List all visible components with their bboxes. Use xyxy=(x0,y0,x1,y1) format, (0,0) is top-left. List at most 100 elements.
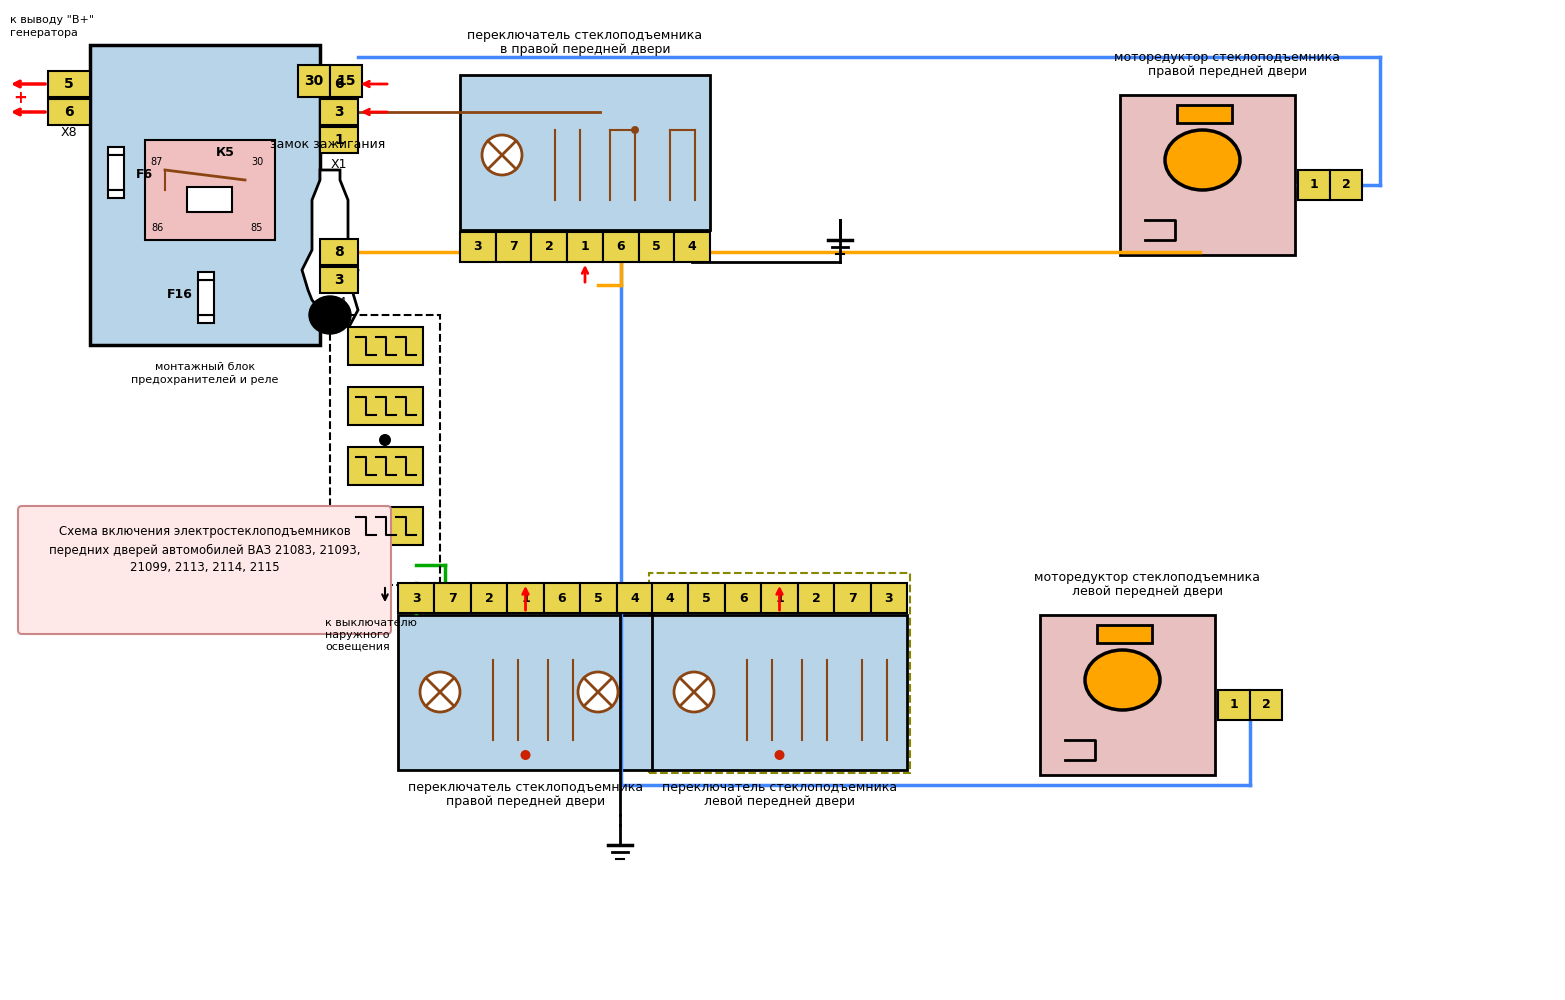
Circle shape xyxy=(379,434,391,446)
Text: X4: X4 xyxy=(330,296,347,310)
Bar xyxy=(798,583,834,613)
Text: к выключателю: к выключателю xyxy=(326,618,416,628)
Text: 2: 2 xyxy=(812,591,820,604)
Bar xyxy=(398,615,653,770)
Bar xyxy=(689,583,725,613)
Text: 6: 6 xyxy=(64,105,74,119)
Text: 3: 3 xyxy=(884,591,894,604)
Text: 5: 5 xyxy=(653,240,660,253)
Bar xyxy=(675,232,711,262)
Circle shape xyxy=(482,135,523,175)
Bar xyxy=(834,583,870,613)
Bar xyxy=(603,232,639,262)
Bar xyxy=(199,272,214,280)
Bar xyxy=(639,232,675,262)
Text: +: + xyxy=(13,89,27,107)
Bar xyxy=(330,65,362,97)
Text: передних дверей автомобилей ВАЗ 21083, 21093,: передних дверей автомобилей ВАЗ 21083, 2… xyxy=(49,543,360,557)
Text: 15: 15 xyxy=(336,74,355,88)
Bar xyxy=(297,65,330,97)
Text: 86: 86 xyxy=(150,223,163,233)
Circle shape xyxy=(521,750,531,760)
Bar xyxy=(319,267,358,293)
Text: X1: X1 xyxy=(330,158,347,172)
Text: наружного: наружного xyxy=(326,630,390,640)
Bar xyxy=(870,583,908,613)
Text: 2: 2 xyxy=(545,240,554,253)
Text: левой передней двери: левой передней двери xyxy=(704,796,854,808)
Text: F6: F6 xyxy=(136,168,153,182)
Bar xyxy=(653,615,908,770)
Bar xyxy=(199,315,214,323)
Text: 8: 8 xyxy=(333,245,344,259)
Ellipse shape xyxy=(1085,650,1160,710)
Text: 6: 6 xyxy=(335,77,344,91)
Bar xyxy=(649,573,909,773)
Text: моторедуктор стеклоподъемника: моторедуктор стеклоподъемника xyxy=(1114,50,1341,64)
Bar xyxy=(581,583,617,613)
Text: 5: 5 xyxy=(64,77,74,91)
Text: 1: 1 xyxy=(581,240,590,253)
Bar xyxy=(91,45,319,345)
Text: 87: 87 xyxy=(150,157,163,167)
Bar xyxy=(435,583,471,613)
Text: 4: 4 xyxy=(665,591,675,604)
Text: 3: 3 xyxy=(335,273,344,287)
Text: освещения: освещения xyxy=(326,642,390,652)
Text: 30: 30 xyxy=(304,74,324,88)
Bar xyxy=(1218,690,1250,720)
Bar xyxy=(108,147,124,155)
Bar xyxy=(108,190,124,198)
Text: 1: 1 xyxy=(521,591,531,604)
Text: в правой передней двери: в правой передней двери xyxy=(499,43,670,56)
Bar xyxy=(330,315,440,585)
Text: 7: 7 xyxy=(509,240,518,253)
Text: 85: 85 xyxy=(250,223,263,233)
Bar xyxy=(49,71,91,97)
Text: генератора: генератора xyxy=(9,28,78,38)
Bar xyxy=(199,280,214,315)
Text: 30: 30 xyxy=(250,157,263,167)
Text: F16: F16 xyxy=(167,288,192,302)
Bar xyxy=(319,99,358,125)
Bar xyxy=(1250,690,1282,720)
Text: переключатель стеклоподъемника: переключатель стеклоподъемника xyxy=(662,782,897,794)
Text: переключатель стеклоподъемника: переключатель стеклоподъемника xyxy=(408,782,643,794)
Bar xyxy=(1121,95,1294,255)
Text: 7: 7 xyxy=(848,591,856,604)
Text: 6: 6 xyxy=(557,591,567,604)
Text: 6: 6 xyxy=(617,240,624,253)
Text: 1: 1 xyxy=(775,591,784,604)
Bar xyxy=(49,99,91,125)
Text: 1: 1 xyxy=(1310,178,1318,192)
Text: 4: 4 xyxy=(631,591,639,604)
Text: замок зажигания: замок зажигания xyxy=(271,138,385,151)
Text: Схема включения электростеклоподъемников: Схема включения электростеклоподъемников xyxy=(58,526,351,538)
Text: 1: 1 xyxy=(1230,698,1238,712)
Bar xyxy=(319,239,358,265)
Bar xyxy=(347,507,423,545)
Bar xyxy=(496,232,532,262)
Text: 3: 3 xyxy=(335,105,344,119)
Bar xyxy=(1330,170,1362,200)
Bar xyxy=(653,583,689,613)
Bar xyxy=(347,387,423,425)
Bar xyxy=(532,232,567,262)
Bar xyxy=(1097,625,1152,643)
Bar xyxy=(460,75,711,230)
Bar xyxy=(347,447,423,485)
Text: предохранителей и реле: предохранителей и реле xyxy=(131,375,279,385)
Text: переключатель стеклоподъемника: переключатель стеклоподъемника xyxy=(468,28,703,41)
Bar xyxy=(471,583,507,613)
Bar xyxy=(725,583,761,613)
Bar xyxy=(460,232,496,262)
Bar xyxy=(319,127,358,153)
Ellipse shape xyxy=(308,296,351,334)
Text: левой передней двери: левой передней двери xyxy=(1072,585,1222,598)
Circle shape xyxy=(419,672,460,712)
Bar xyxy=(761,583,798,613)
Text: 2: 2 xyxy=(1341,178,1351,192)
Text: 1: 1 xyxy=(333,133,344,147)
Text: X8: X8 xyxy=(61,126,77,139)
Circle shape xyxy=(775,750,784,760)
